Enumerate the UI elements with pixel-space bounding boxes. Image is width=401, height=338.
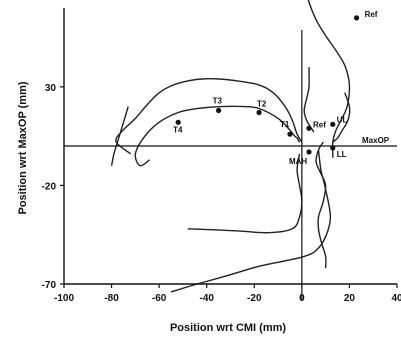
- trajectory-line-4: [187, 153, 303, 234]
- trajectory-line-8: [315, 141, 327, 269]
- trajectory-line-5: [170, 149, 332, 293]
- point-marker: [287, 131, 293, 137]
- point-marker: [256, 109, 262, 116]
- trajectory-line-1: [115, 78, 303, 155]
- y-tick-label: -20: [42, 181, 57, 192]
- point-marker: [216, 107, 222, 114]
- point-marker: [175, 119, 181, 125]
- x-axis-title: Position wrt CMI (mm): [170, 322, 286, 334]
- trajectory-curves: [110, 0, 351, 293]
- x-tick-label: 0: [299, 293, 305, 304]
- y-tick-label: -70: [42, 280, 57, 291]
- point-label: Ref: [313, 120, 326, 129]
- x-tick-label: -20: [247, 293, 262, 304]
- point-marker: [330, 121, 336, 127]
- x-tick-label: -40: [199, 293, 214, 304]
- trajectory-line-3: [110, 106, 129, 166]
- point-marker: [306, 149, 312, 155]
- x-tick-label: -60: [152, 293, 167, 304]
- trajectory-line-6: [307, 0, 351, 158]
- point-label: T1: [280, 120, 290, 129]
- x-tick-label: -100: [54, 293, 74, 304]
- y-axis-title: Position wrt MaxOP (mm): [17, 81, 29, 214]
- point-marker: [353, 15, 360, 21]
- point-marker: [330, 145, 336, 151]
- point-label: UL: [337, 115, 348, 124]
- x-tick-label: -80: [104, 293, 119, 304]
- maxop-line-label: MaxOP: [362, 136, 390, 145]
- point-label: T2: [257, 99, 267, 108]
- point-marker: [306, 125, 312, 131]
- point-label: T3: [213, 97, 223, 106]
- x-tick-label: 20: [344, 293, 356, 304]
- point-label: Ref: [365, 10, 378, 19]
- y-tick-label: 30: [45, 83, 57, 94]
- labeled-points: RefRefT1T2T3T4RefULMAHLL: [173, 10, 378, 166]
- trajectory-line-2: [134, 105, 301, 167]
- trajectory-line-7: [332, 92, 351, 143]
- x-tick-label: 40: [391, 293, 401, 304]
- reference-lines: [64, 30, 397, 300]
- axes: -100 -80 -60 -40 -20 0 20 40 30 -20 -70: [42, 8, 401, 304]
- point-label: T4: [173, 125, 183, 134]
- point-label: LL: [337, 150, 347, 159]
- point-label: MAH: [289, 157, 307, 166]
